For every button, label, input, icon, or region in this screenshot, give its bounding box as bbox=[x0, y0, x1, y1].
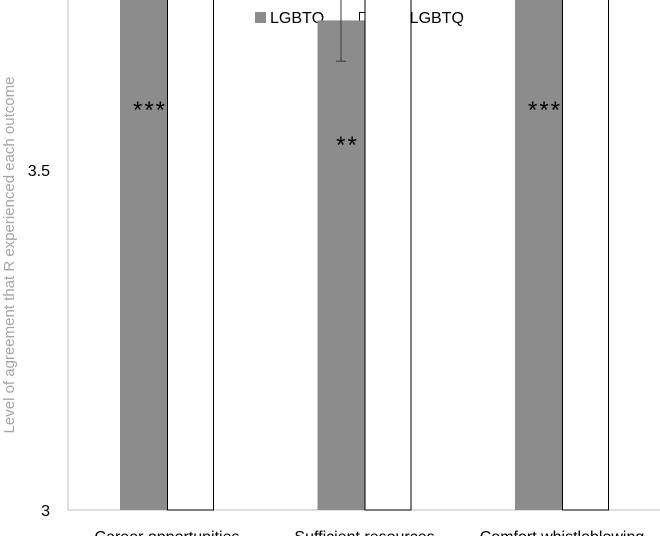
y-tick-label: 3.5 bbox=[28, 163, 50, 180]
significance-markers: ******** bbox=[133, 97, 562, 159]
y-axis-label: Level of agreement that R experienced ea… bbox=[1, 77, 18, 434]
category-label: Career opportunities bbox=[95, 529, 240, 536]
error-bars bbox=[336, 0, 346, 62]
category-labels: Career opportunities Sufficient resources… bbox=[95, 529, 645, 536]
bar-lgbtq bbox=[515, 0, 562, 511]
bars bbox=[120, 0, 609, 511]
bar-non-lgbtq bbox=[562, 0, 609, 511]
bar-lgbtq bbox=[317, 20, 365, 511]
legend-label-lgbtq: LGBTQ bbox=[270, 10, 324, 27]
bar-non-lgbtq bbox=[364, 0, 412, 511]
y-tick-label: 3 bbox=[41, 503, 50, 520]
category-label: Comfort whistleblowing bbox=[480, 529, 645, 536]
significance-marker: *** bbox=[528, 97, 562, 124]
category-label: Sufficient resources bbox=[294, 529, 434, 536]
legend-swatch-lgbtq bbox=[255, 12, 266, 23]
bar-non-lgbtq bbox=[167, 0, 214, 511]
significance-marker: *** bbox=[133, 97, 167, 124]
y-ticks: 33.544.5 bbox=[28, 163, 50, 520]
error-bar bbox=[336, 0, 346, 62]
significance-marker: ** bbox=[336, 132, 359, 159]
bar-lgbtq bbox=[120, 0, 167, 511]
